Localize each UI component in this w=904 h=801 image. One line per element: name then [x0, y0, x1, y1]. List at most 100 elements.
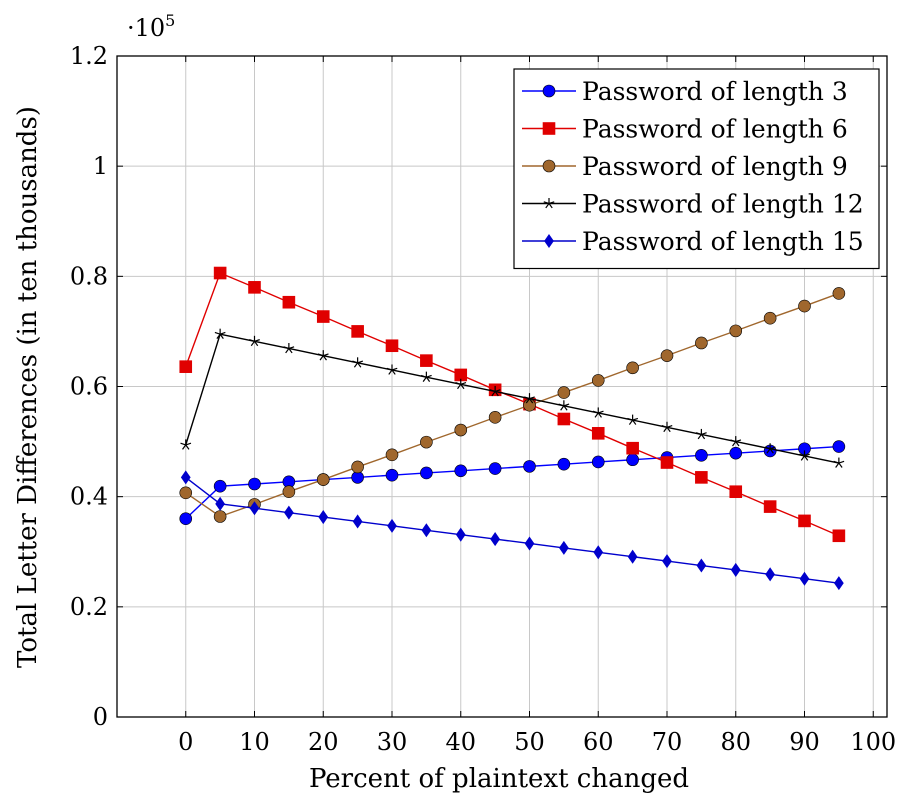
legend-marker [542, 122, 556, 135]
data-point [455, 378, 467, 390]
tick-labels: 0 10 20 30 40 50 60 70 80 90 100 0 0.2 0.4 0.6 0.8 1 1.2 [70, 42, 896, 756]
data-point [249, 335, 260, 347]
legend-label: Password of length 9 [582, 152, 848, 181]
data-point [626, 441, 639, 455]
x-tick-label: 20 [308, 728, 339, 756]
data-point [798, 514, 811, 528]
data-point [557, 412, 571, 426]
data-point [627, 414, 639, 425]
data-point [385, 339, 399, 353]
data-point [591, 427, 605, 440]
data-point [558, 400, 570, 411]
data-point [213, 266, 227, 280]
data-point [765, 567, 775, 582]
series-1 [179, 440, 846, 526]
x-tick-label: 90 [789, 728, 820, 756]
data-point [696, 558, 707, 573]
data-point [215, 496, 225, 511]
data-point [834, 576, 844, 591]
data-point [798, 299, 811, 313]
series-line [185, 476, 839, 584]
legend-item: Password of length 12 [522, 190, 864, 219]
y-tick-label: 0.2 [70, 593, 108, 621]
data-point [626, 453, 639, 467]
data-point [557, 457, 571, 471]
y-tick-label: 1.2 [70, 42, 108, 70]
data-point [593, 545, 604, 560]
data-point [282, 485, 296, 499]
x-tick-label: 0 [178, 728, 193, 756]
data-point [316, 473, 330, 486]
x-tick-label: 50 [514, 728, 545, 756]
series-4 [180, 328, 845, 468]
data-point [730, 436, 742, 447]
data-point [490, 532, 500, 547]
data-point [352, 514, 363, 529]
data-point [421, 523, 432, 538]
data-point [385, 448, 399, 462]
legend-marker [543, 198, 555, 209]
data-point [524, 536, 535, 551]
data-point [318, 510, 329, 525]
y-scale-exponent: 5 [165, 11, 175, 30]
x-tick-label: 70 [652, 728, 683, 756]
data-point [832, 529, 846, 543]
data-point [420, 354, 433, 367]
data-point [455, 527, 466, 542]
y-tick-label: 0 [93, 703, 108, 731]
data-point [626, 361, 639, 375]
data-point [662, 554, 672, 569]
data-point [591, 455, 605, 469]
x-tick-label: 100 [850, 728, 896, 756]
y-tick-label: 1 [93, 152, 108, 180]
data-point [661, 421, 673, 433]
data-point [833, 457, 845, 468]
data-point [214, 328, 226, 339]
data-point [488, 411, 502, 424]
data-point [763, 311, 777, 325]
data-point [799, 571, 810, 586]
data-point [284, 505, 294, 520]
y-tick-label: 0.8 [70, 262, 108, 290]
data-point [523, 398, 536, 412]
data-point [386, 364, 398, 375]
data-point [179, 360, 193, 373]
data-point [660, 456, 674, 469]
x-tick-label: 60 [583, 728, 614, 756]
series-line [185, 333, 840, 464]
data-point [180, 470, 191, 485]
data-point [695, 336, 708, 350]
data-point [799, 450, 810, 461]
legend-item: Password of length 3 [522, 77, 848, 106]
data-point [179, 486, 193, 500]
data-point [213, 479, 227, 493]
legend: Password of length 3 Password of length 6… [513, 68, 880, 270]
legend-marker [542, 159, 556, 173]
data-point [764, 443, 776, 454]
data-point [729, 446, 743, 460]
data-point [420, 466, 433, 480]
data-point [351, 460, 364, 474]
legend-label: Password of length 6 [582, 115, 848, 144]
data-point [283, 342, 295, 354]
x-tick-label: 30 [377, 728, 408, 756]
data-point [180, 439, 192, 450]
data-point [352, 357, 364, 368]
series-2 [179, 266, 846, 543]
data-point [730, 562, 741, 577]
data-point [729, 485, 743, 499]
data-point [627, 549, 638, 564]
data-point [832, 287, 846, 300]
data-point [660, 349, 674, 362]
data-point [317, 350, 329, 361]
data-point [454, 464, 468, 478]
legend-item: Password of length 15 [522, 227, 864, 256]
data-point [763, 500, 777, 513]
data-point [489, 385, 501, 397]
data-point [559, 540, 569, 555]
data-point [420, 435, 433, 449]
data-point [695, 471, 708, 484]
data-point [524, 393, 535, 404]
data-point [316, 310, 330, 323]
